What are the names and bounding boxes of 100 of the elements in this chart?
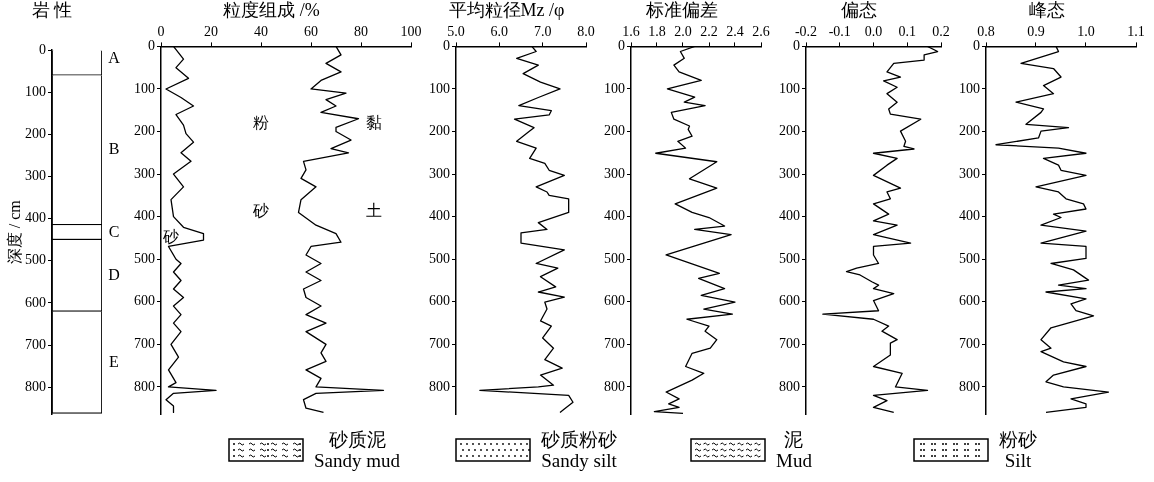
x-tick-label: 2.0: [674, 23, 692, 39]
y-tick-label: 700: [604, 336, 625, 352]
x-tick-label: 0.1: [898, 23, 916, 39]
x-tick-label: 2.2: [700, 23, 718, 39]
x-tick-label: 1.0: [1077, 23, 1095, 39]
text: Mud: [776, 450, 812, 471]
y-tick-label: 500: [959, 250, 980, 266]
y-tick-label: 600: [604, 293, 625, 309]
y-tick-label: 500: [429, 250, 450, 266]
y-tick-label: 200: [604, 123, 625, 139]
y-tick-label: 100: [779, 80, 800, 96]
chart-title: 平均粒径Mz /φ: [448, 0, 565, 20]
y-tick-label: 800: [779, 378, 800, 394]
y-tick-label: 800: [604, 378, 625, 394]
x-tick-label: 80: [354, 23, 368, 39]
y-tick-label: 700: [25, 336, 46, 352]
annotation: 土: [365, 202, 382, 220]
y-tick-label: 400: [959, 208, 980, 224]
chart-title: 峰态: [1028, 0, 1065, 20]
x-tick-label: 2.6: [752, 23, 770, 39]
text: 砂质粉砂: [541, 429, 617, 450]
y-tick-label: 300: [134, 165, 155, 181]
y-tick-label: 400: [25, 210, 46, 226]
x-tick-label: 40: [254, 23, 268, 39]
y-tick-label: 200: [25, 125, 46, 141]
y-tick-label: 300: [779, 165, 800, 181]
text: B: [108, 140, 120, 158]
x-tick-label: 60: [304, 23, 318, 39]
chart-title: 粒度组成 /%: [223, 0, 320, 20]
text: 泥: [783, 429, 805, 450]
chart-title: 岩 性: [31, 0, 73, 20]
x-tick-label: 1.1: [1127, 23, 1145, 39]
y-tick-label: 700: [779, 336, 800, 352]
y-tick-label: 100: [959, 80, 980, 96]
y-tick-label: 400: [779, 208, 800, 224]
y-tick-label: 200: [779, 123, 800, 139]
y-tick-label: 700: [959, 336, 980, 352]
text: Silt: [1003, 450, 1033, 471]
y-tick-label: 700: [134, 336, 155, 352]
y-tick-label: 300: [25, 168, 46, 184]
y-tick-label: 200: [429, 123, 450, 139]
y-tick-label: 0: [148, 38, 155, 54]
y-tick-label: 400: [604, 208, 625, 224]
y-tick-label: 100: [25, 83, 46, 99]
text: C: [108, 222, 120, 240]
y-tick-label: 100: [429, 80, 450, 96]
x-tick-label: 0.0: [864, 23, 883, 39]
y-tick-label: 200: [959, 123, 980, 139]
y-tick-label: 0: [793, 38, 800, 54]
x-tick-label: 20: [204, 23, 218, 39]
y-tick-label: 500: [604, 250, 625, 266]
x-tick-label: 0.9: [1027, 23, 1045, 39]
x-tick-label: 5.0: [447, 23, 465, 39]
y-tick-label: 600: [429, 293, 450, 309]
y-tick-label: 100: [604, 80, 625, 96]
x-tick-label: 100: [400, 23, 422, 39]
text: A: [108, 48, 121, 66]
y-tick-label: 0: [618, 38, 625, 54]
y-tick-label: 500: [779, 250, 800, 266]
text: E: [109, 352, 119, 370]
y-tick-label: 500: [25, 252, 46, 268]
x-tick-label: 0.2: [932, 23, 950, 39]
text: 砂质泥: [327, 429, 387, 450]
y-tick-label: 400: [134, 208, 155, 224]
y-tick-label: 600: [134, 293, 155, 309]
chart-title: 偏态: [841, 0, 877, 20]
text: Sandy mud: [314, 450, 401, 471]
x-tick-label: -0.1: [828, 23, 851, 39]
x-tick-label: 7.0: [533, 23, 552, 39]
y-tick-label: 300: [959, 165, 980, 181]
x-tick-label: 8.0: [577, 23, 595, 39]
x-tick-label: 1.6: [622, 23, 640, 39]
y-tick-label: 700: [429, 336, 450, 352]
x-tick-label: 1.8: [648, 23, 666, 39]
y-tick-label: 600: [25, 294, 46, 310]
text: D: [108, 265, 120, 283]
annotation: 粉: [253, 113, 269, 131]
annotation: 黏: [365, 113, 382, 131]
y-axis-title: 深度 / cm: [5, 199, 23, 265]
y-tick-label: 500: [134, 250, 155, 266]
y-tick-label: 800: [429, 378, 450, 394]
y-tick-label: 0: [443, 38, 450, 54]
x-tick-label: 2.4: [726, 23, 744, 39]
y-tick-label: 100: [134, 80, 155, 96]
y-tick-label: 800: [959, 378, 980, 394]
text: Sandy silt: [541, 450, 617, 471]
chart-title: 标准偏差: [644, 0, 718, 20]
y-tick-label: 0: [39, 41, 46, 57]
y-tick-label: 400: [429, 208, 450, 224]
annotation: 砂: [162, 228, 179, 246]
y-tick-label: 600: [779, 293, 800, 309]
x-tick-label: 0: [157, 23, 165, 39]
x-tick-label: -0.2: [794, 23, 818, 39]
x-tick-label: 6.0: [490, 23, 509, 39]
y-tick-label: 200: [134, 123, 155, 139]
annotation: 砂: [252, 202, 269, 220]
x-tick-label: 0.8: [977, 23, 995, 39]
y-tick-label: 300: [429, 165, 450, 181]
y-tick-label: 600: [959, 293, 980, 309]
y-tick-label: 300: [604, 165, 625, 181]
